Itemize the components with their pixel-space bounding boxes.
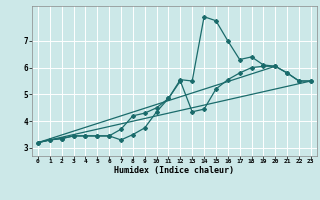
X-axis label: Humidex (Indice chaleur): Humidex (Indice chaleur): [115, 166, 234, 175]
